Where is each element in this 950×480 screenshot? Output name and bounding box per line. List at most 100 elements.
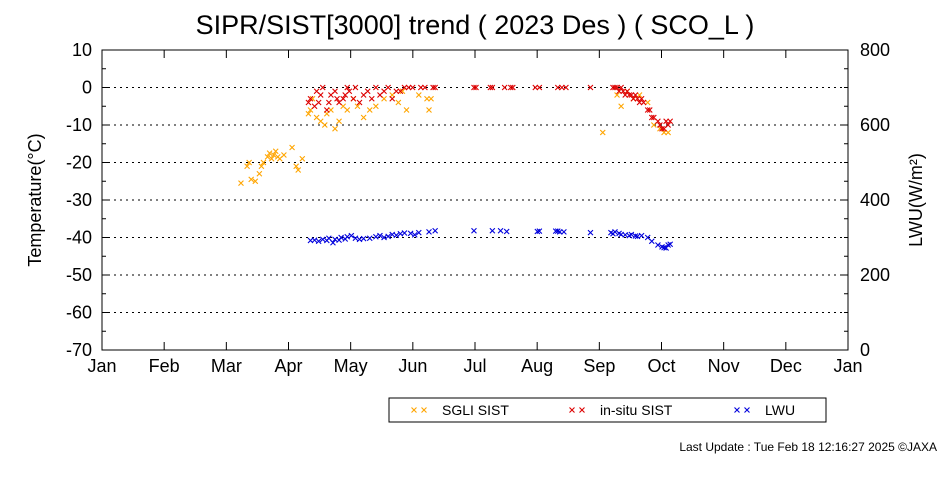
sgli-sist-point xyxy=(305,110,312,117)
x-tick-label: Oct xyxy=(647,356,675,376)
lwu-point xyxy=(503,228,510,235)
x-tick-label: May xyxy=(334,356,368,376)
y-tick-label: -20 xyxy=(66,153,92,173)
lwu-point xyxy=(612,228,618,235)
legend-label: LWU xyxy=(765,402,795,418)
in-situ-sist-point xyxy=(317,92,324,98)
sgli-sist-point xyxy=(293,163,300,170)
x-tick-label: Feb xyxy=(149,356,180,376)
y-axis-title: Temperature(°C) xyxy=(25,133,45,266)
in-situ-sist-point xyxy=(655,118,661,125)
sgli-sist-point xyxy=(246,159,253,166)
sgli-sist-point xyxy=(256,170,263,177)
lwu-point xyxy=(393,232,400,239)
lwu-point xyxy=(426,228,432,235)
sgli-sist-point xyxy=(321,122,328,128)
lwu-point xyxy=(655,242,661,248)
in-situ-sist-point xyxy=(422,84,428,91)
sgli-sist-point xyxy=(264,153,271,160)
sgli-sist-point xyxy=(599,129,606,136)
y2-tick-label: 800 xyxy=(860,40,890,60)
lwu-point xyxy=(534,228,541,235)
sgli-sist-point xyxy=(268,155,275,162)
sgli-sist-point xyxy=(258,163,265,170)
x-tick-label: Apr xyxy=(274,356,302,376)
in-situ-sist-point xyxy=(509,84,516,91)
y2-axis-title: LWU(W/m²) xyxy=(906,153,926,247)
y-tick-label: -60 xyxy=(66,303,92,323)
lwu-point xyxy=(407,230,414,237)
in-situ-sist-point xyxy=(409,84,416,91)
lwu-point xyxy=(667,241,674,248)
lwu-point xyxy=(338,234,345,241)
in-situ-sist-point xyxy=(665,122,672,128)
y-tick-label: 0 xyxy=(82,78,92,98)
legend-entry: LWU xyxy=(734,402,795,418)
in-situ-sist-point xyxy=(640,99,647,106)
sgli-sist-point xyxy=(354,103,361,110)
legend-entry: in-situ SIST xyxy=(569,402,673,418)
sgli-sist-point xyxy=(299,155,306,162)
x-tick-label: Dec xyxy=(770,356,802,376)
in-situ-sist-point xyxy=(368,95,375,102)
in-situ-sist-point xyxy=(507,84,514,91)
y-tick-label: -30 xyxy=(66,190,92,210)
sgli-sist-point xyxy=(252,178,259,185)
x-tick-label: Mar xyxy=(211,356,242,376)
sgli-sist-point xyxy=(399,88,406,95)
sgli-sist-point xyxy=(272,148,279,155)
lwu-point xyxy=(385,233,392,240)
legend-marker xyxy=(579,407,585,413)
lwu-point xyxy=(372,233,379,240)
lwu-point xyxy=(330,239,336,246)
lwu-point xyxy=(415,229,422,236)
y-tick-label: -50 xyxy=(66,265,92,285)
y2-tick-label: 200 xyxy=(860,265,890,285)
lwu-point xyxy=(348,232,355,239)
lwu-point xyxy=(638,232,645,239)
y-tick-label: -10 xyxy=(66,115,92,135)
sgli-sist-point xyxy=(415,92,422,98)
sgli-sist-point xyxy=(248,176,255,183)
in-situ-sist-point xyxy=(344,84,351,91)
in-situ-sist-point xyxy=(315,99,322,106)
lwu-point xyxy=(311,237,318,244)
y-tick-label: -70 xyxy=(66,340,92,360)
sgli-sist-point xyxy=(295,167,302,173)
in-situ-sist-point xyxy=(372,84,379,91)
in-situ-sist-point xyxy=(587,84,594,91)
x-tick-label: Sep xyxy=(583,356,615,376)
lwu-point xyxy=(411,231,418,238)
in-situ-sist-point xyxy=(346,88,353,95)
x-tick-label: Jan xyxy=(833,356,862,376)
data-points xyxy=(238,84,674,251)
x-tick-label: Jul xyxy=(463,356,486,376)
sgli-sist-point xyxy=(428,95,434,102)
lwu-point xyxy=(587,229,594,236)
sgli-sist-point xyxy=(618,103,625,110)
lwu-point xyxy=(315,238,322,245)
sgli-sist-point xyxy=(614,92,620,98)
sgli-sist-point xyxy=(289,144,295,151)
sgli-sist-point xyxy=(372,103,379,110)
sgli-sist-point xyxy=(266,150,273,157)
in-situ-sist-point xyxy=(323,107,330,113)
lwu-point xyxy=(648,238,655,245)
lwu-point xyxy=(536,228,543,235)
in-situ-sist-point xyxy=(389,95,396,102)
in-situ-sist-point xyxy=(659,125,665,132)
in-situ-sist-point xyxy=(385,84,392,91)
in-situ-sist-point xyxy=(487,84,494,91)
y2-tick-label: 400 xyxy=(860,190,890,210)
in-situ-sist-point xyxy=(667,118,674,125)
legend-marker xyxy=(569,407,575,413)
lwu-point xyxy=(432,227,439,234)
y-tick-label: -40 xyxy=(66,228,92,248)
sgli-sist-point xyxy=(332,125,338,132)
lwu-point xyxy=(325,235,332,242)
legend-label: SGLI SIST xyxy=(442,402,509,418)
sgli-sist-point xyxy=(238,180,244,187)
sgli-sist-point xyxy=(395,99,402,106)
y-tick-label: 10 xyxy=(72,40,92,60)
